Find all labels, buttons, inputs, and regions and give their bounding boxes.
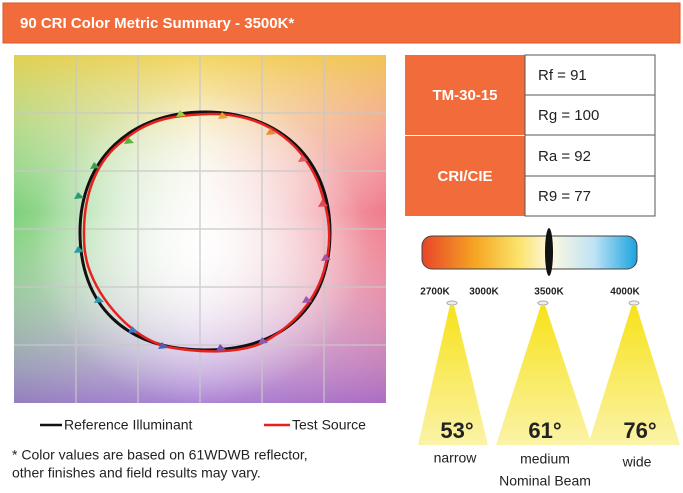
scale-label: 2700K [420,287,450,298]
legend-label: Test Source [292,417,366,433]
beams: 53° narrow 61° medium Nominal Beam 76° w… [418,300,680,489]
metric-group: TM-30-15 [432,87,497,104]
metrics-table: TM-30-15 CRI/CIE Rf = 91 Rg = 100 Ra = 9… [405,54,656,217]
footnote: * Color values are based on 61WDWB refle… [12,447,308,463]
beam-label: wide [622,454,652,470]
metric-value: Ra = 92 [538,148,591,165]
gamut-chart [14,55,386,403]
footnote: other finishes and field results may var… [12,465,261,481]
scale-label: 3000K [469,287,499,298]
beam-label: narrow [434,450,478,466]
metric-value: Rg = 100 [538,107,599,124]
legend-label: Reference Illuminant [64,417,193,433]
beam-caption: Nominal Beam [499,473,591,489]
beam-angle: 61° [528,418,561,443]
beam-label: medium [520,451,570,467]
scale-label: 4000K [610,287,640,298]
metric-group: CRI/CIE [437,168,492,185]
scale-label: 3500K [534,287,564,298]
metric-value: Rf = 91 [538,67,587,84]
beam-angle: 53° [440,418,473,443]
header-title: 90 CRI Color Metric Summary - 3500K* [20,15,294,32]
beam-angle: 76° [623,418,656,443]
header-bar [2,2,681,44]
color-scale: 2700K 3000K 3500K 4000K [420,228,641,298]
metric-value: R9 = 77 [538,188,591,205]
